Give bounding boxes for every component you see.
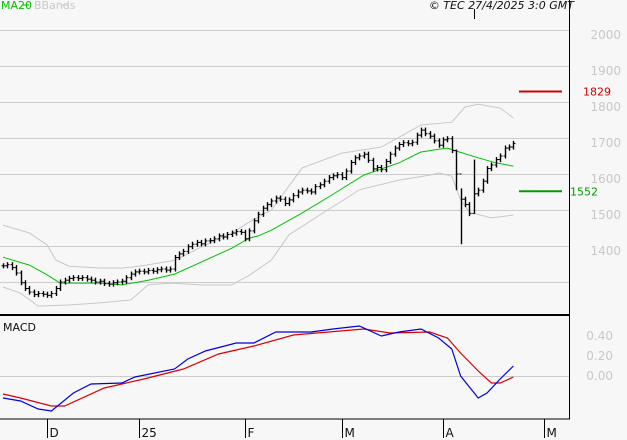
- bb-lower-line: [2, 172, 514, 307]
- ma20-path: [2, 147, 514, 286]
- price-tick-label: 1400: [590, 244, 621, 258]
- price-gridlines: [0, 30, 569, 283]
- macd-panel: 0.40 0.20 0.00: [0, 325, 613, 412]
- support-level-label: 1552: [570, 185, 598, 198]
- date-tick-label: 25: [142, 426, 157, 440]
- date-tick-label: M: [345, 426, 355, 440]
- macd-signal-line: [2, 328, 514, 407]
- legend-ma20-label: MA20: [1, 0, 32, 12]
- price-bars: [1, 127, 516, 298]
- legend-bbands-label: BBands: [34, 0, 76, 12]
- date-tick-label: F: [248, 426, 255, 440]
- macd-title: MACD: [3, 321, 36, 334]
- price-tick-label: 1500: [590, 208, 621, 222]
- price-tick-label: 2000: [590, 28, 621, 42]
- date-axis: D 25 F M A M: [47, 419, 557, 440]
- macd-tick-label: 0.40: [586, 329, 613, 343]
- date-tick-label: M: [547, 426, 557, 440]
- bb-upper-line: [2, 103, 514, 269]
- support-resistance-levels: 1829 1552: [519, 86, 611, 198]
- price-tick-label: 1700: [590, 136, 621, 150]
- date-tick-label: D: [50, 426, 59, 440]
- price-tick-label: 1600: [590, 172, 621, 186]
- macd-tick-label: 0.20: [586, 349, 613, 363]
- price-tick-label: 1900: [590, 64, 621, 78]
- copyright-timestamp: © TEC 27/4/2025 3:0 GMT: [429, 0, 575, 12]
- macd-line: [2, 325, 514, 412]
- ma20-line: [2, 147, 514, 286]
- price-axis: 2000 1900 1800 1700 1600 1500 1400: [590, 28, 621, 258]
- date-tick-label: A: [446, 426, 455, 440]
- price-tick-label: 1800: [590, 100, 621, 114]
- macd-tick-label: 0.00: [586, 369, 613, 383]
- bollinger-bands: [2, 103, 514, 307]
- resistance-level-label: 1829: [583, 86, 611, 99]
